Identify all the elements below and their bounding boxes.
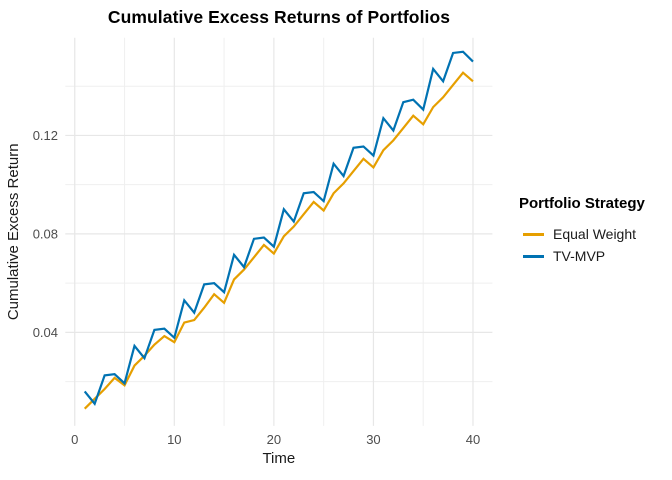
legend-item-equal-weight: Equal Weight [519,223,645,245]
legend-items: Equal Weight TV-MVP [519,223,645,267]
legend-item-label: Equal Weight [553,226,637,242]
x-tick-label: 0 [71,432,78,447]
legend-key-equal-weight [523,232,544,236]
x-tick-label: 10 [167,432,181,447]
series-line-tv-mvp [83,50,474,406]
y-tick-label: 0.12 [33,128,58,143]
x-axis-title: Time [262,450,295,467]
legend-key-tv-mvp [523,254,544,258]
legend-item-tv-mvp: TV-MVP [519,245,645,267]
x-tick-label: 20 [267,432,281,447]
x-tick-label: 30 [366,432,380,447]
series-line-equal-weight [83,71,474,410]
y-axis-title: Cumulative Excess Return [5,143,22,320]
legend: Portfolio Strategy Equal Weight TV-MVP [519,195,645,267]
y-tick-label: 0.04 [33,325,58,340]
legend-title: Portfolio Strategy [519,195,645,212]
y-tick-label: 0.08 [33,226,58,241]
legend-item-label: TV-MVP [553,248,606,264]
chart-title: Cumulative Excess Returns of Portfolios [107,7,451,27]
x-tick-label: 40 [466,432,480,447]
